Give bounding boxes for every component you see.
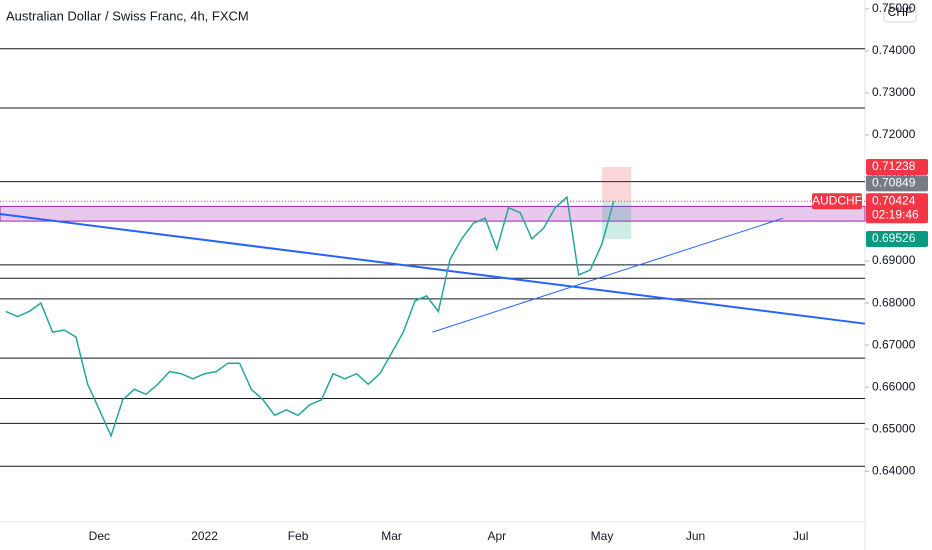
y-tick-label: 0.72000 [872, 127, 916, 141]
y-tick-label: 0.69000 [872, 253, 916, 267]
price-tag [866, 158, 928, 175]
price-tag-label: 0.70849 [872, 175, 916, 189]
y-tick-label: 0.65000 [872, 421, 916, 435]
y-tick-label: 0.75000 [872, 1, 916, 15]
x-tick-label: Dec [89, 529, 110, 543]
price-tag-label: 0.69526 [872, 231, 916, 245]
y-tick-label: 0.68000 [872, 295, 916, 309]
symbol-label: AUDCHF [812, 193, 862, 207]
x-tick-label: Apr [487, 529, 506, 543]
currency[interactable]: CHF [888, 5, 913, 19]
countdown: 02:19:46 [872, 207, 919, 221]
x-tick-label: 2022 [191, 529, 218, 543]
position-stop [601, 201, 632, 239]
trend-line [0, 212, 866, 325]
y-tick-label: 0.73000 [872, 85, 916, 99]
zone [0, 205, 866, 222]
x-tick-label: Feb [288, 529, 309, 543]
price-tag [866, 230, 928, 247]
x-tick-label: Mar [381, 529, 402, 543]
price-tag-label: 0.70424 [872, 193, 916, 207]
x-tick-label: May [591, 529, 614, 543]
price-tag-label: 0.71238 [872, 159, 916, 173]
y-tick-label: 0.74000 [872, 43, 916, 57]
price-line [5, 195, 615, 439]
currency-box[interactable] [883, 3, 917, 23]
x-tick-label: Jun [686, 529, 705, 543]
y-tick-label: 0.67000 [872, 337, 916, 351]
y-tick-label: 0.66000 [872, 379, 916, 393]
y-tick-label: 0.64000 [872, 463, 916, 477]
plot [0, 48, 866, 467]
trend-line [432, 217, 784, 333]
price-tag [866, 175, 928, 192]
position-target [601, 166, 632, 202]
symbol-tag [812, 193, 862, 210]
x-tick-label: Jul [793, 529, 808, 543]
chart-title: Australian Dollar / Swiss Franc, 4h, FXC… [6, 8, 249, 23]
price-tag [866, 193, 928, 224]
